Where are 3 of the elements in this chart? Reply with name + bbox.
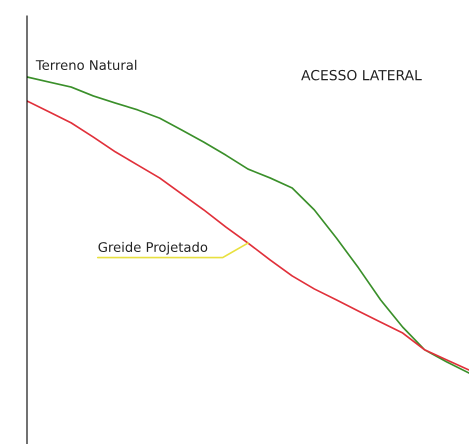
annotation: ACESSO LATERAL [301, 70, 422, 80]
series-label: Terreno Natural [36, 60, 136, 70]
series-label: Greide Projetado [98, 242, 208, 255]
